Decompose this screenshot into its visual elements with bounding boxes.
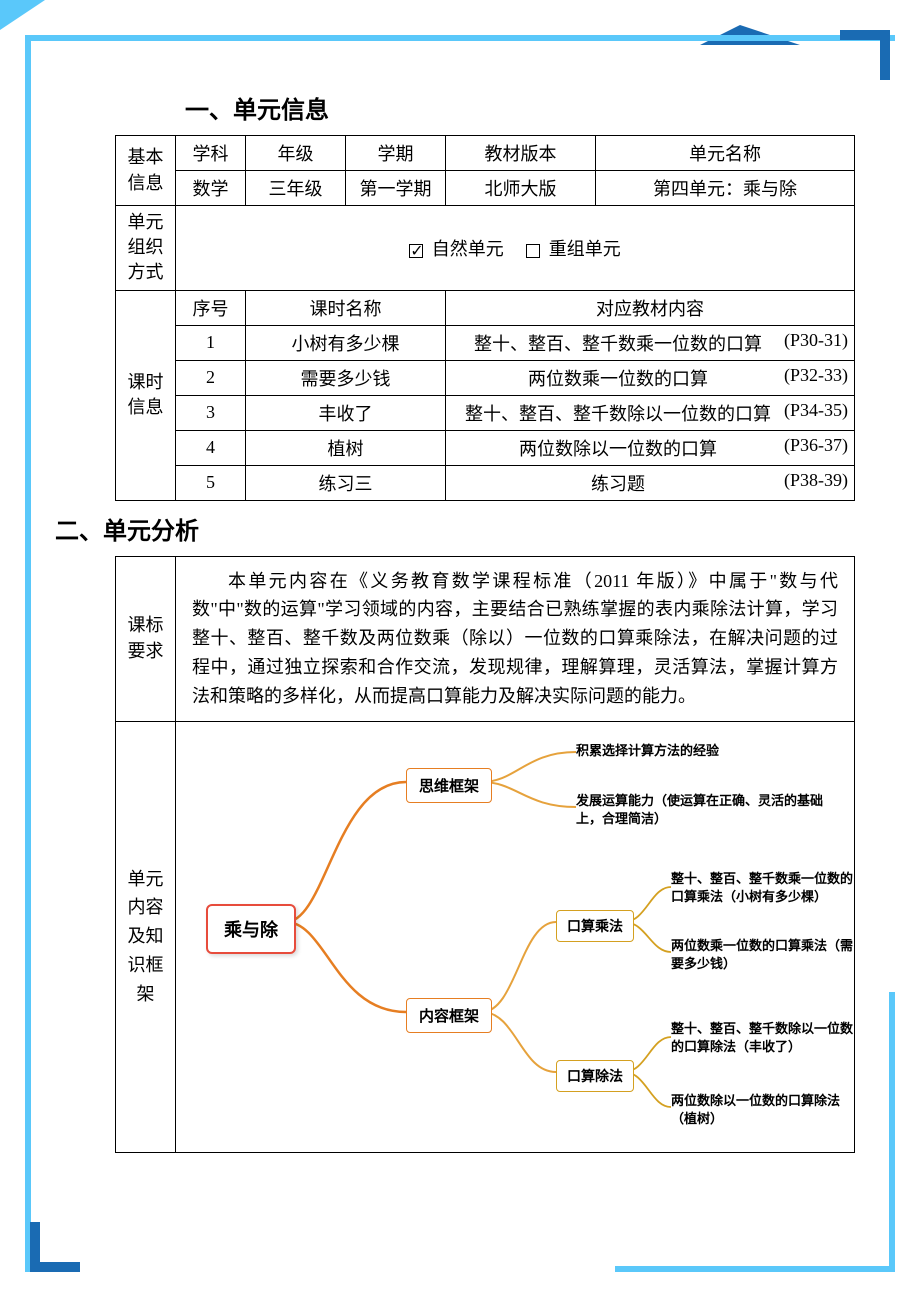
mm-leaf-mul-2: 两位数乘一位数的口算乘法（需要多少钱） [671,937,854,973]
hdr-edition: 教材版本 [446,136,596,171]
lesson-name: 小树有多少棵 [246,325,446,360]
lesson-desc: 练习题 (P38-39) [446,465,855,500]
hdr-no: 序号 [176,290,246,325]
lesson-desc: 整十、整百、整千数乘一位数的口算 (P30-31) [446,325,855,360]
lesson-row: 2 需要多少钱 两位数乘一位数的口算 (P32-33) [116,360,855,395]
lesson-name: 丰收了 [246,395,446,430]
standard-label: 课标要求 [116,556,176,721]
val-term: 第一学期 [346,171,446,206]
lesson-row: 5 练习三 练习题 (P38-39) [116,465,855,500]
section-2-title: 二、单元分析 [55,511,855,546]
mm-sub-mul: 口算乘法 [556,910,634,942]
lesson-no: 3 [176,395,246,430]
lesson-name: 练习三 [246,465,446,500]
frame-top [25,35,895,41]
basic-info-label: 基本信息 [116,136,176,206]
lesson-row: 1 小树有多少棵 整十、整百、整千数乘一位数的口算 (P30-31) [116,325,855,360]
val-subject: 数学 [176,171,246,206]
mm-root: 乘与除 [206,904,296,954]
mm-leaf-2: 发展运算能力（使运算在正确、灵活的基础上，合理简洁） [576,792,836,828]
framework-label: 单元内容及知识框架 [116,721,176,1152]
mindmap: 乘与除 思维框架 内容框架 积累选择计算方法的经验 发展运算能力（使运算在正确、… [176,722,854,1152]
mm-leaf-div-1: 整十、整百、整千数除以一位数的口算除法（丰收了） [671,1020,854,1056]
standard-text-cell: 本单元内容在《义务教育数学课程标准（2011 年版）》中属于"数与代数"中"数的… [176,556,855,721]
corner-triangle-tl [0,0,45,30]
lesson-no: 4 [176,430,246,465]
checkbox-recombined [526,244,540,258]
val-unit-name: 第四单元：乘与除 [596,171,855,206]
frame-left [25,35,31,1272]
standard-text: 本单元内容在《义务教育数学课程标准（2011 年版）》中属于"数与代数"中"数的… [182,561,848,717]
lesson-name: 需要多少钱 [246,360,446,395]
lesson-desc: 两位数乘一位数的口算 (P32-33) [446,360,855,395]
mm-leaf-mul-1: 整十、整百、整千数乘一位数的口算乘法（小树有多少棵） [671,870,854,906]
hdr-term: 学期 [346,136,446,171]
val-grade: 三年级 [246,171,346,206]
hdr-unit-name: 单元名称 [596,136,855,171]
lesson-row: 3 丰收了 整十、整百、整千数除以一位数的口算 (P34-35) [116,395,855,430]
page-content: 一、单元信息 基本信息 学科 年级 学期 教材版本 单元名称 数学 三年级 第一… [115,80,855,1153]
checkbox-natural [409,244,423,258]
opt-natural: 自然单元 [432,239,504,259]
lesson-desc: 两位数除以一位数的口算 (P36-37) [446,430,855,465]
lesson-no: 2 [176,360,246,395]
frame-corner-tr [840,30,890,80]
section-1-title: 一、单元信息 [185,90,855,125]
hdr-lesson-name: 课时名称 [246,290,446,325]
frame-right [889,992,895,1272]
lesson-row: 4 植树 两位数除以一位数的口算 (P36-37) [116,430,855,465]
mm-branch-content: 内容框架 [406,998,492,1033]
org-mode-label: 单元组织方式 [116,206,176,291]
mm-leaf-1: 积累选择计算方法的经验 [576,742,719,760]
lessons-label: 课时信息 [116,290,176,500]
frame-corner-bl [30,1222,80,1272]
lesson-desc: 整十、整百、整千数除以一位数的口算 (P34-35) [446,395,855,430]
lesson-name: 植树 [246,430,446,465]
mm-leaf-div-2: 两位数除以一位数的口算除法（植树） [671,1092,854,1128]
lesson-no: 5 [176,465,246,500]
mm-sub-div: 口算除法 [556,1060,634,1092]
unit-analysis-table: 课标要求 本单元内容在《义务教育数学课程标准（2011 年版）》中属于"数与代数… [115,556,855,1153]
mm-branch-thinking: 思维框架 [406,768,492,803]
org-mode-options: 自然单元 重组单元 [176,206,855,291]
val-edition: 北师大版 [446,171,596,206]
hdr-lesson-content: 对应教材内容 [446,290,855,325]
framework-cell: 乘与除 思维框架 内容框架 积累选择计算方法的经验 发展运算能力（使运算在正确、… [176,721,855,1152]
unit-info-table: 基本信息 学科 年级 学期 教材版本 单元名称 数学 三年级 第一学期 北师大版… [115,135,855,501]
opt-recombined: 重组单元 [549,239,621,259]
frame-bottom [615,1266,895,1272]
hdr-grade: 年级 [246,136,346,171]
hdr-subject: 学科 [176,136,246,171]
lesson-no: 1 [176,325,246,360]
